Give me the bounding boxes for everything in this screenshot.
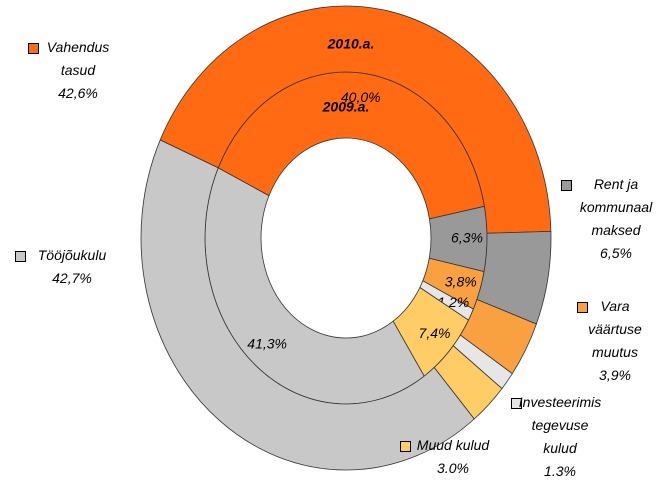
legend-label: Muud kulud xyxy=(416,437,490,453)
donut-slice xyxy=(159,5,552,234)
slice-label: 6,3% xyxy=(451,230,483,246)
outer-value-label: 3.0% xyxy=(437,460,469,476)
slice-label: 3,8% xyxy=(445,273,477,289)
legend-label: Tööjõukulu xyxy=(37,247,107,263)
legend-item: Tööjõukulu 42,7% xyxy=(27,244,117,290)
legend-item: Investeerimis tegevuse kulud 1.3% xyxy=(514,391,606,483)
outer-value-label: 1.3% xyxy=(544,463,576,479)
legend-label: Vara väärtuse muutus xyxy=(588,298,642,360)
legend-swatch xyxy=(28,43,39,54)
outer-value-label: 3,9% xyxy=(599,367,631,383)
legend-label: Investeerimis tegevuse kulud xyxy=(518,394,602,456)
legend-label: Rent ja kommunaal maksed xyxy=(579,176,653,238)
legend-swatch xyxy=(511,398,522,409)
legend-item: Vahendus tasud 42,6% xyxy=(38,36,118,105)
slice-label: 40,0% xyxy=(341,89,381,105)
donut-slice xyxy=(140,139,475,471)
legend-item: Vara väärtuse muutus 3,9% xyxy=(580,295,650,387)
legend-swatch xyxy=(561,180,572,191)
ring-name: 2009.a. xyxy=(322,99,370,115)
legend-item: Rent ja kommunaal maksed 6,5% xyxy=(568,173,664,265)
slice-label: 41,3% xyxy=(247,336,287,352)
outer-value-label: 6,5% xyxy=(600,245,632,261)
legend-item: Muud kulud 3.0% xyxy=(412,434,494,480)
ring-name: 2010.a. xyxy=(327,36,375,52)
legend-swatch xyxy=(577,302,588,313)
outer-value-label: 42,7% xyxy=(52,270,92,286)
outer-value-label: 42,6% xyxy=(58,85,98,101)
legend-swatch xyxy=(400,441,411,452)
legend-label: Vahendus tasud xyxy=(46,39,110,78)
slice-label: 7,4% xyxy=(419,325,451,341)
legend-swatch xyxy=(15,251,26,262)
